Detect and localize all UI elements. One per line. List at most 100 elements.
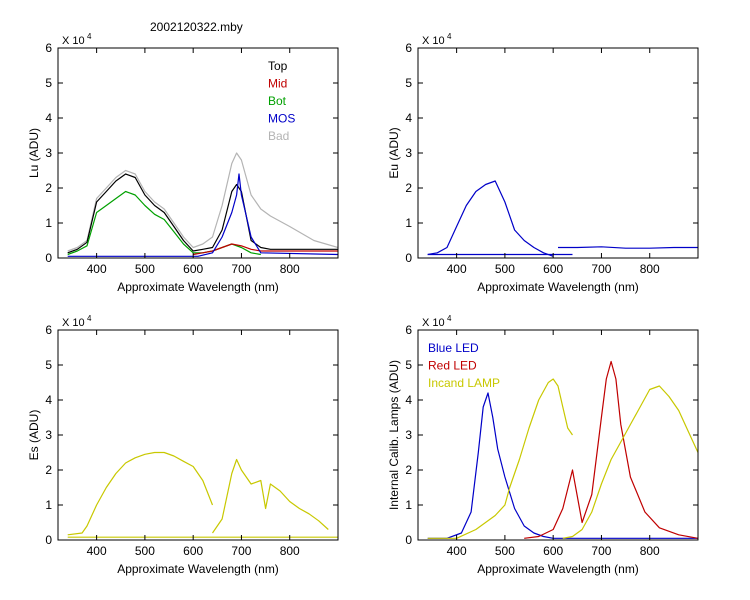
x-axis-label: Approximate Wavelength (nm) [117,280,279,294]
x-tick-label: 700 [231,544,251,558]
y-tick-label: 1 [405,216,412,230]
y-tick-label: 6 [45,323,52,337]
y-axis-label: Lu (ADU) [27,128,41,178]
x-tick-label: 500 [495,262,515,276]
figure-title: 2002120322.mby [150,20,243,34]
y-tick-label: 2 [405,181,412,195]
y-tick-label: 5 [45,76,52,90]
y-tick-label: 4 [45,111,52,125]
series-group-es [67,451,338,538]
exponent-value: 4 [87,32,92,41]
y-tick-label: 3 [45,428,52,442]
x-tick-label: 800 [640,544,660,558]
series-line-eu-0 [427,180,554,257]
x-tick-label: 600 [183,262,203,276]
y-tick-label: 1 [45,216,52,230]
series-group-lu [67,152,338,257]
x-tick-label: 700 [591,544,611,558]
series-line-lamps-2-incand-lamp [427,378,573,539]
y-tick-label: 2 [45,463,52,477]
y-tick-label: 3 [405,428,412,442]
x-tick-label: 400 [87,262,107,276]
series-group-lamps [427,360,698,539]
series-line-lu-3-mid [193,243,338,256]
y-axis-label: Eu (ADU) [387,127,401,178]
legend: Top Mid Bot MOS Bad [268,59,295,143]
series-line-lamps-0-blue-led [427,392,698,539]
series-line-lu-0-bad [67,152,338,252]
y-tick-label: 2 [405,463,412,477]
exponent-label: X 10 [422,35,445,47]
series-line-lamps-3-incand-lamp [562,385,698,539]
legend-entry-mid: Mid [268,77,287,91]
axes-frame [57,329,339,541]
y-tick-label: 6 [405,41,412,55]
y-axis-label: Internal Calib. Lamps (ADU) [387,360,401,510]
y-axis-label: Es (ADU) [27,410,41,461]
y-tick-label: 4 [45,393,52,407]
y-tick-label: 6 [405,323,412,337]
y-tick-label: 0 [45,251,52,265]
x-axis-label: Approximate Wavelength (nm) [117,562,279,576]
y-tick-label: 5 [405,358,412,372]
y-tick-label: 4 [405,111,412,125]
legend-entry-incand-lamp: Incand LAMP [428,376,500,390]
y-tick-label: 6 [45,41,52,55]
exponent-label: X 10 [62,35,85,47]
series-line-lu-4-mos [67,173,338,257]
x-axis-label: Approximate Wavelength (nm) [477,280,639,294]
legend-entry-bad: Bad [268,129,289,143]
x-tick-label: 600 [543,262,563,276]
y-tick-label: 3 [45,146,52,160]
legend-entry-blue-led: Blue LED [428,341,479,355]
y-tick-label: 2 [45,181,52,195]
y-tick-label: 5 [405,76,412,90]
x-tick-label: 600 [543,544,563,558]
exponent-label: X 10 [62,317,85,329]
x-tick-label: 400 [447,544,467,558]
series-group-eu [427,180,698,257]
legend-entry-bot: Bot [268,94,287,108]
axes-frame [57,47,339,259]
y-tick-label: 1 [45,498,52,512]
x-tick-label: 700 [591,262,611,276]
series-line-es-1 [212,458,329,534]
series-line-eu-1 [558,246,698,249]
x-tick-label: 800 [640,262,660,276]
axes-frame [417,47,699,259]
x-tick-label: 400 [447,262,467,276]
y-tick-label: 0 [405,251,412,265]
legend-entry-top: Top [268,59,288,73]
y-tick-label: 4 [405,393,412,407]
legend: Blue LED Red LED Incand LAMP [428,341,500,390]
exponent-value: 4 [447,314,452,323]
x-tick-label: 800 [280,262,300,276]
y-tick-label: 3 [405,146,412,160]
y-tick-label: 0 [45,533,52,547]
series-line-es-0 [67,451,214,536]
x-tick-label: 400 [87,544,107,558]
y-tick-label: 1 [405,498,412,512]
exponent-value: 4 [87,314,92,323]
series-line-lu-2-bot [67,190,261,256]
x-tick-label: 500 [495,544,515,558]
x-tick-label: 500 [135,262,155,276]
legend-entry-mos: MOS [268,112,295,126]
legend-entry-red-led: Red LED [428,359,477,373]
series-line-lu-1-top [67,173,338,254]
x-tick-label: 700 [231,262,251,276]
x-axis-label: Approximate Wavelength (nm) [477,562,639,576]
x-tick-label: 800 [280,544,300,558]
x-tick-label: 600 [183,544,203,558]
exponent-label: X 10 [422,317,445,329]
y-tick-label: 0 [405,533,412,547]
series-line-lamps-1-red-led [524,360,698,539]
x-tick-label: 500 [135,544,155,558]
exponent-value: 4 [447,32,452,41]
y-tick-label: 5 [45,358,52,372]
